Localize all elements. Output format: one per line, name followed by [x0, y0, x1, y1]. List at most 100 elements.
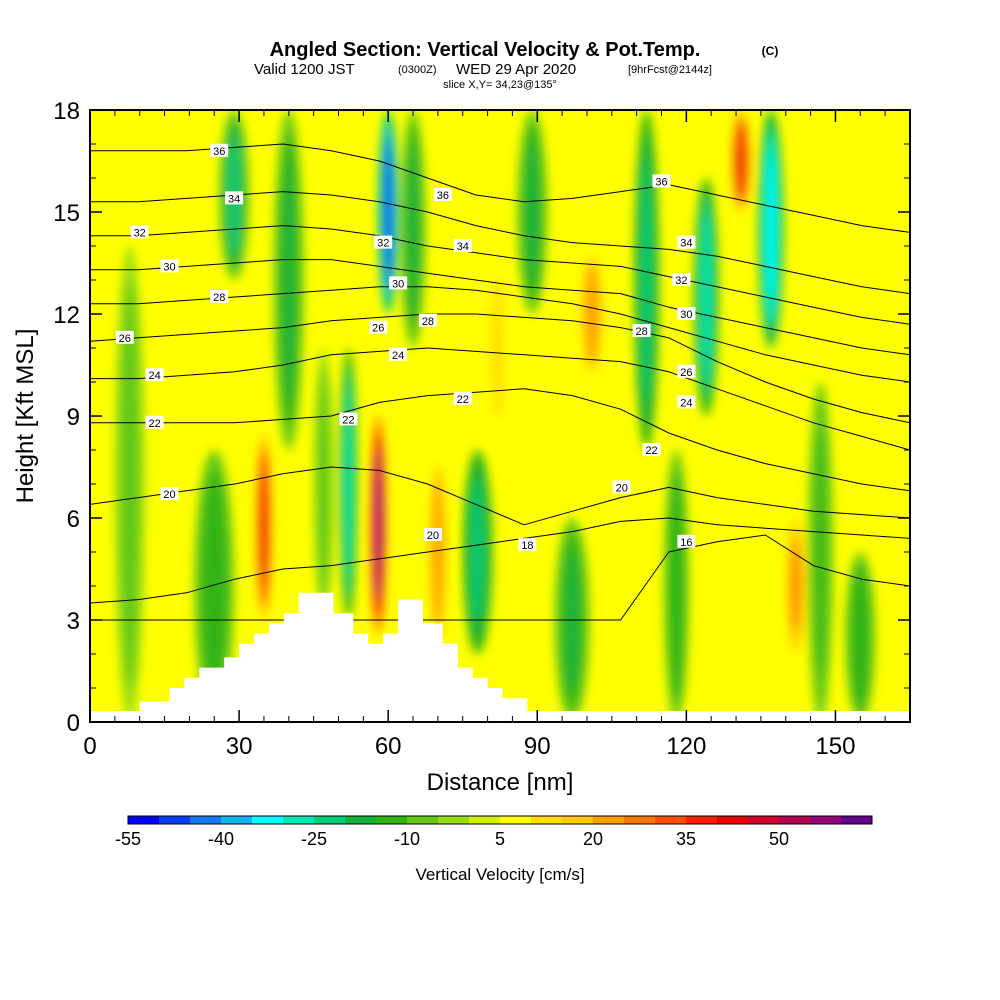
contour-label-text: 30: [680, 309, 692, 321]
utc-time-label: (0300Z): [398, 64, 437, 76]
contour-label: 22: [145, 415, 164, 430]
contour-label-text: 36: [655, 176, 667, 188]
contour-label-text: 28: [636, 326, 648, 338]
velocity-cell: [374, 448, 382, 601]
contour-label-bg: [677, 534, 696, 548]
contour-label: 36: [652, 174, 671, 188]
contour-label-text: 24: [148, 370, 160, 382]
velocity-cell: [816, 433, 825, 671]
colorbar-swatch: [655, 816, 687, 824]
y-tick-label: 15: [53, 200, 80, 227]
colorbar-swatch: [531, 816, 563, 824]
contour-label-text: 34: [680, 238, 692, 250]
contour-label: 26: [369, 320, 388, 335]
contour-label: 24: [145, 368, 164, 382]
contour-label: 36: [210, 143, 229, 158]
contour-label: 22: [339, 412, 358, 426]
isentrope-line: [90, 466, 910, 526]
contour-label: 22: [642, 443, 661, 457]
below-ground-strip: [90, 711, 910, 722]
contour-label-bg: [225, 191, 244, 205]
y-tick-label: 0: [67, 710, 80, 737]
velocity-cell: [491, 276, 504, 420]
contour-label-text: 26: [372, 323, 384, 335]
colorbar-swatch: [686, 816, 718, 824]
contour-label-text: 24: [680, 397, 692, 409]
contour-label-bg: [369, 320, 388, 334]
contour-label-bg: [389, 347, 408, 361]
colorbar-swatch: [624, 816, 656, 824]
colorbar-swatch: [159, 816, 191, 824]
contour-label-text: 20: [427, 530, 439, 542]
contour-label-bg: [115, 330, 134, 344]
velocity-cell: [124, 317, 135, 651]
contour-label-text: 26: [119, 333, 131, 345]
x-tick-label: 90: [524, 733, 551, 760]
copyright-mark: (C): [762, 44, 779, 58]
x-tick-label: 150: [815, 733, 855, 760]
colorbar-swatch: [252, 816, 284, 824]
contour-label-bg: [374, 235, 393, 249]
contour-label-text: 36: [213, 146, 225, 158]
contour-label-bg: [652, 174, 671, 188]
contour-label: 18: [518, 538, 537, 552]
velocity-cell: [345, 388, 352, 580]
velocity-cell: [207, 490, 222, 682]
velocity-cell: [766, 145, 776, 313]
colorbar-swatch: [438, 816, 470, 824]
colorbar-swatch: [376, 816, 408, 824]
colorbar-swatch: [345, 816, 377, 824]
x-tick-label: 120: [666, 733, 706, 760]
colorbar-tick-label: 5: [495, 829, 505, 849]
y-tick-label: 12: [53, 302, 80, 329]
velocity-cell: [855, 577, 866, 697]
contour-label: 22: [453, 392, 472, 406]
contour-label-text: 30: [163, 261, 175, 273]
isentrope-line: [90, 517, 910, 604]
colorbar-tick-label: -25: [301, 829, 327, 849]
contour-label-text: 34: [457, 241, 469, 253]
contour-label-text: 32: [134, 227, 146, 239]
colorbar-swatch: [717, 816, 749, 824]
contour-label-text: 22: [645, 445, 657, 457]
isentrope-line: [90, 534, 910, 621]
colorbar-swatch: [593, 816, 625, 824]
y-tick-label: 6: [67, 506, 80, 533]
colorbar: [127, 815, 873, 825]
contour-label: 16: [677, 534, 696, 549]
colorbar-label: Vertical Velocity [cm/s]: [415, 865, 584, 884]
forecast-label: [9hrFcst@2144z]: [628, 64, 712, 76]
contour-label-bg: [677, 395, 696, 409]
contour-label-text: 32: [675, 275, 687, 287]
velocity-cell: [320, 388, 328, 580]
contour-label-text: 34: [228, 193, 240, 205]
velocity-cell: [472, 480, 483, 624]
contour-label-bg: [130, 225, 149, 239]
contour-label: 28: [632, 324, 651, 338]
velocity-cell: [585, 266, 599, 362]
velocity-cell: [384, 140, 392, 284]
x-axis-title: Distance [nm]: [427, 769, 574, 796]
colorbar-tick-label: 35: [676, 829, 696, 849]
colorbar-swatch: [128, 816, 160, 824]
x-axis: 0 30 60 90 120 150: [83, 110, 886, 760]
colorbar-swatch: [407, 816, 439, 824]
contour-label-bg: [677, 307, 696, 320]
contour-label-bg: [632, 324, 651, 337]
valid-date-label: WED 29 Apr 2020: [456, 61, 576, 78]
contour-label: 24: [389, 347, 408, 362]
velocity-cell: [791, 538, 800, 634]
contour-label: 30: [160, 259, 179, 273]
contour-label-bg: [453, 239, 472, 252]
isentrope-line: [90, 347, 910, 451]
colorbar-swatch: [810, 816, 842, 824]
contour-label-bg: [672, 273, 691, 286]
contour-label-bg: [418, 313, 437, 327]
contour-label: 20: [160, 487, 179, 501]
plot-area: 36 34 32 30 28 26 24 22 20 22 36 32 34 30 28 26 24 22 20 18…: [90, 110, 910, 722]
velocity-cell: [283, 161, 295, 399]
vertical-velocity-field: [114, 110, 876, 722]
isentrope-line: [90, 388, 910, 492]
contour-label: 28: [418, 313, 437, 328]
